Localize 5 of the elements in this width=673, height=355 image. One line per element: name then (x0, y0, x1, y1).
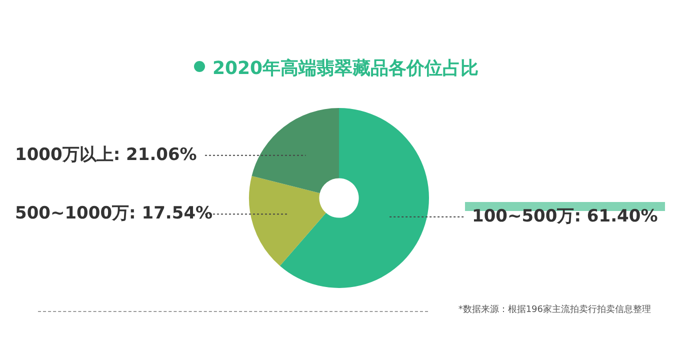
slice-label: 500~1000万: 17.54% (15, 204, 213, 224)
slice-label: 1000万以上: 21.06% (15, 144, 197, 165)
chart-title: 2020年高端翡翠藏品各价位占比 (212, 58, 479, 79)
slice-label: 100~500万: 61.40% (472, 206, 658, 226)
text: *数据来源：根据196家主流拍卖行拍卖信息整理 (458, 304, 651, 316)
